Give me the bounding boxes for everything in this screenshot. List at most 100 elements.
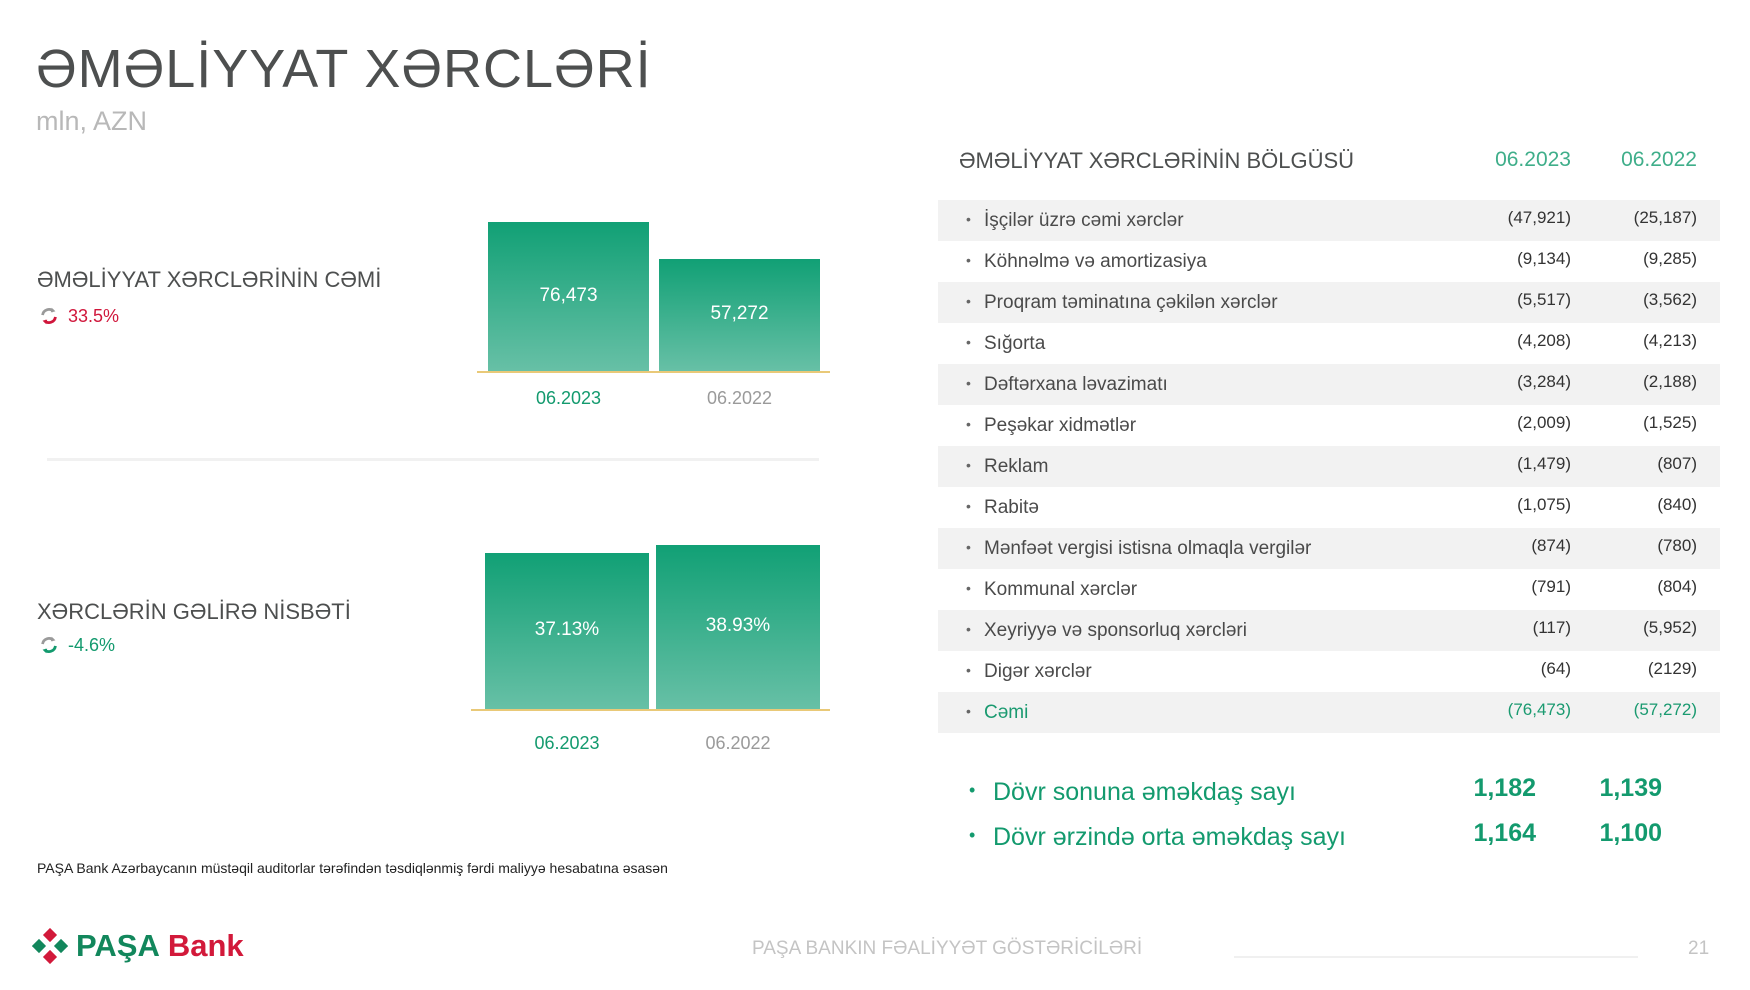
- value-2022: (840): [1657, 495, 1697, 514]
- bar-data-label: 37.13%: [534, 618, 600, 640]
- bullet: •: [966, 580, 971, 596]
- bullet: •: [966, 211, 971, 227]
- value-2023: (47,921): [1507, 208, 1571, 227]
- row-label: Xeyriyyə və sponsorluq xərcləri: [984, 620, 1247, 641]
- table-row: • Xeyriyyə və sponsorluq xərcləri (117) (5,…: [938, 610, 1720, 651]
- kpi-label: Dövr ərzində orta əməkdaş sayı: [993, 823, 1346, 851]
- value-2022: (807): [1657, 454, 1697, 473]
- row-label: Reklam: [984, 456, 1049, 477]
- value-2023: (76,473): [1507, 700, 1571, 719]
- bar: 38.93%: [656, 545, 820, 709]
- value-2023: (874): [1531, 536, 1571, 555]
- value-2022: (804): [1657, 577, 1697, 596]
- kpi-row: • Dövr ərzində orta əməkdaş sayı 1,164 1,10…: [965, 819, 1700, 859]
- change-value: 33.5%: [68, 305, 120, 326]
- row-label: Mənfəət vergisi istisna olmaqla vergilər: [984, 538, 1312, 559]
- kpi-row: • Dövr sonuna əməkdaş sayı 1,182 1,139: [965, 774, 1700, 814]
- table-title: ƏMƏLİYYAT XƏRCLƏRİNİN BÖLGÜSÜ: [959, 148, 1355, 173]
- bullet: •: [966, 662, 971, 678]
- change-total: 33.5%: [38, 305, 119, 327]
- x-axis-baseline: [477, 371, 830, 373]
- value-2022: (2129): [1647, 659, 1697, 678]
- value-2023: (9,134): [1517, 249, 1571, 268]
- x-tick-label: 06.2023: [534, 733, 600, 753]
- table-row: • Peşəkar xidmətlər (2,009) (1,525): [938, 405, 1720, 446]
- bar-data-label: 38.93%: [705, 615, 771, 636]
- value-2023: (1,075): [1517, 495, 1571, 514]
- change-ratio: -4.6%: [38, 634, 115, 656]
- divider: [47, 458, 819, 461]
- table-row: • İşçilər üzrə cəmi xərclər (47,921) (25,18…: [938, 200, 1720, 241]
- column-header-2022: 06.2022: [1621, 148, 1697, 171]
- row-label: Kommunal xərclər: [984, 579, 1138, 600]
- table-row: • Sığorta (4,208) (4,213): [938, 323, 1720, 364]
- bar-data-label: 76,473: [539, 284, 598, 306]
- footnote: PAŞA Bank Azərbaycanın müstəqil auditorl…: [37, 860, 668, 876]
- row-label: Rabitə: [984, 497, 1039, 518]
- value-2022: (1,525): [1643, 413, 1697, 432]
- bullet: •: [966, 334, 971, 350]
- value-2023: (5,517): [1517, 290, 1571, 309]
- value-2023: (4,208): [1517, 331, 1571, 350]
- refresh-icon: [41, 636, 57, 654]
- row-label: Proqram təminatına çəkilən xərclər: [984, 292, 1278, 313]
- value-2023: (2,009): [1517, 413, 1571, 432]
- row-label: Peşəkar xidmətlər: [984, 415, 1137, 436]
- table-row: • Reklam (1,479) (807): [938, 446, 1720, 487]
- bullet: •: [966, 621, 971, 637]
- bar: 76,473: [488, 222, 649, 371]
- kpi-label: Dövr sonuna əməkdaş sayı: [993, 778, 1296, 806]
- refresh-icon: [41, 307, 57, 325]
- row-label: Cəmi: [984, 702, 1029, 723]
- bar: 37.13%: [485, 552, 649, 709]
- bullet: •: [969, 825, 976, 845]
- table-row: • Köhnəlmə və amortizasiya (9,134) (9,285): [938, 241, 1720, 282]
- table-row-total: • Cəmi (76,473) (57,272): [938, 692, 1720, 733]
- page-title: ƏMƏLİYYAT XƏRCLƏRİ: [36, 39, 652, 99]
- value-2022: (2,188): [1643, 372, 1697, 391]
- logo-text: Bank: [167, 928, 244, 963]
- section-label-ratio: XƏRCLƏRİN GƏLİRƏ NİSBƏTİ: [37, 599, 351, 624]
- x-tick-label: 06.2022: [706, 388, 773, 408]
- logo-text: PAŞA: [76, 928, 160, 963]
- column-header-2023: 06.2023: [1495, 148, 1571, 171]
- x-tick-label: 06.2022: [705, 733, 771, 753]
- bullet: •: [966, 539, 971, 555]
- footer-title: PAŞA BANKIN FƏALİYYƏT GÖSTƏRİCİLƏRİ: [752, 938, 1143, 959]
- x-tick-label: 06.2023: [535, 388, 602, 408]
- bar: 57,272: [659, 259, 820, 371]
- kpi-value-2022: 1,139: [1599, 774, 1662, 802]
- value-2023: (1,479): [1517, 454, 1571, 473]
- value-2022: (25,187): [1633, 208, 1697, 227]
- bullet: •: [966, 703, 971, 719]
- row-label: Sığorta: [984, 333, 1046, 354]
- bullet: •: [966, 498, 971, 514]
- kpi-value-2023: 1,182: [1473, 774, 1536, 802]
- bullet: •: [966, 252, 971, 268]
- value-2022: (3,562): [1643, 290, 1697, 309]
- x-axis-baseline: [471, 709, 830, 711]
- bar-data-label: 57,272: [710, 303, 769, 325]
- row-label: Dəftərxana ləvazimatı: [984, 374, 1168, 395]
- section-label-total: ƏMƏLİYYAT XƏRCLƏRİNİN CƏMİ: [37, 267, 382, 292]
- value-2023: (791): [1531, 577, 1571, 596]
- value-2022: (5,952): [1643, 618, 1697, 637]
- value-2023: (117): [1532, 618, 1571, 637]
- table-row: • Rabitə (1,075) (840): [938, 487, 1720, 528]
- value-2022: (780): [1657, 536, 1697, 555]
- table-row: • Dəftərxana ləvazimatı (3,284) (2,188): [938, 364, 1720, 405]
- logo-mark-icon: [32, 928, 68, 964]
- bullet: •: [966, 375, 971, 391]
- page-subtitle: mln, AZN: [36, 106, 148, 136]
- bullet: •: [966, 457, 971, 473]
- bullet: •: [966, 293, 971, 309]
- table-row: • Kommunal xərclər (791) (804): [938, 569, 1720, 610]
- value-2022: (4,213): [1643, 331, 1697, 350]
- bullet: •: [969, 780, 976, 800]
- table-row: • Mənfəət vergisi istisna olmaqla vergilə…: [938, 528, 1720, 569]
- table-row: • Proqram təminatına çəkilən xərclər (5,51…: [938, 282, 1720, 323]
- pasa-bank-logo: PAŞA Bank: [32, 928, 244, 964]
- row-label: Digər xərclər: [984, 661, 1092, 682]
- footer-divider: [1234, 956, 1638, 958]
- value-2023: (3,284): [1517, 372, 1571, 391]
